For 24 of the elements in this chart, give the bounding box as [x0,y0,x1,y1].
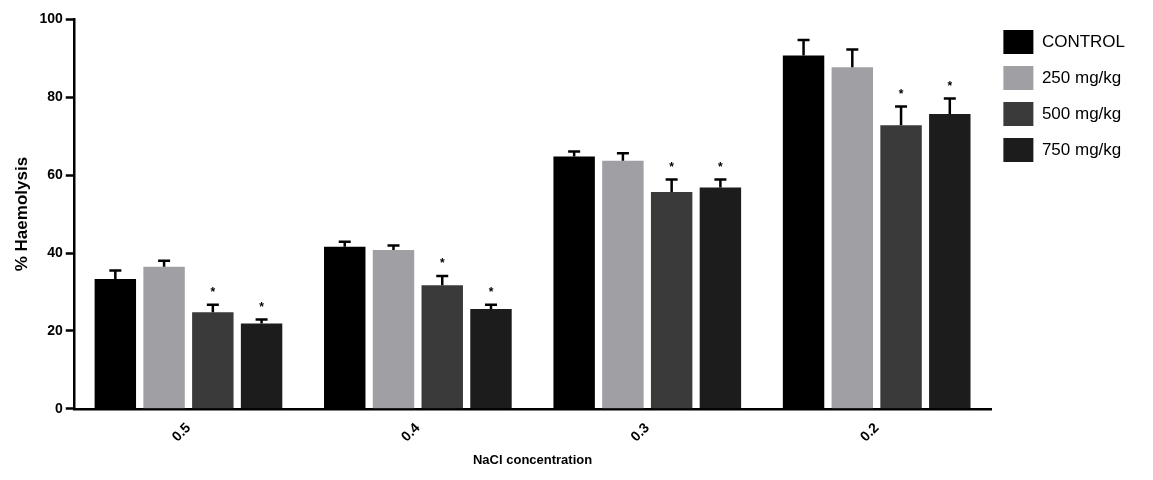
x-tick-label: 0.3 [627,419,653,445]
y-tick-label: 40 [47,243,63,260]
data-label: * [439,256,445,271]
data-label: * [488,285,494,300]
data-label: * [669,159,675,174]
x-tick-label: 0.4 [397,419,423,445]
x-axis-title: NaCl concentration [472,451,593,467]
data-label: * [898,86,904,101]
y-tick-label: 0 [54,399,63,416]
data-label: * [718,159,724,174]
legend-label: 750 mg/kg [1041,139,1122,159]
y-tick-label: 80 [47,88,63,105]
x-tick-label: 0.2 [856,419,882,445]
legend-label: 250 mg/kg [1041,67,1122,87]
y-axis-title: % Haemolysis [11,156,31,272]
data-label: * [947,78,953,93]
y-tick-label: 60 [47,166,63,182]
y-tick-label: 100 [39,10,63,27]
legend-label: CONTROL [1041,31,1126,51]
x-tick-label: 0.5 [168,419,194,445]
y-tick-label: 20 [47,321,63,338]
legend-label: 500 mg/kg [1041,103,1122,123]
data-label: * [210,285,216,300]
data-label: * [259,299,265,314]
